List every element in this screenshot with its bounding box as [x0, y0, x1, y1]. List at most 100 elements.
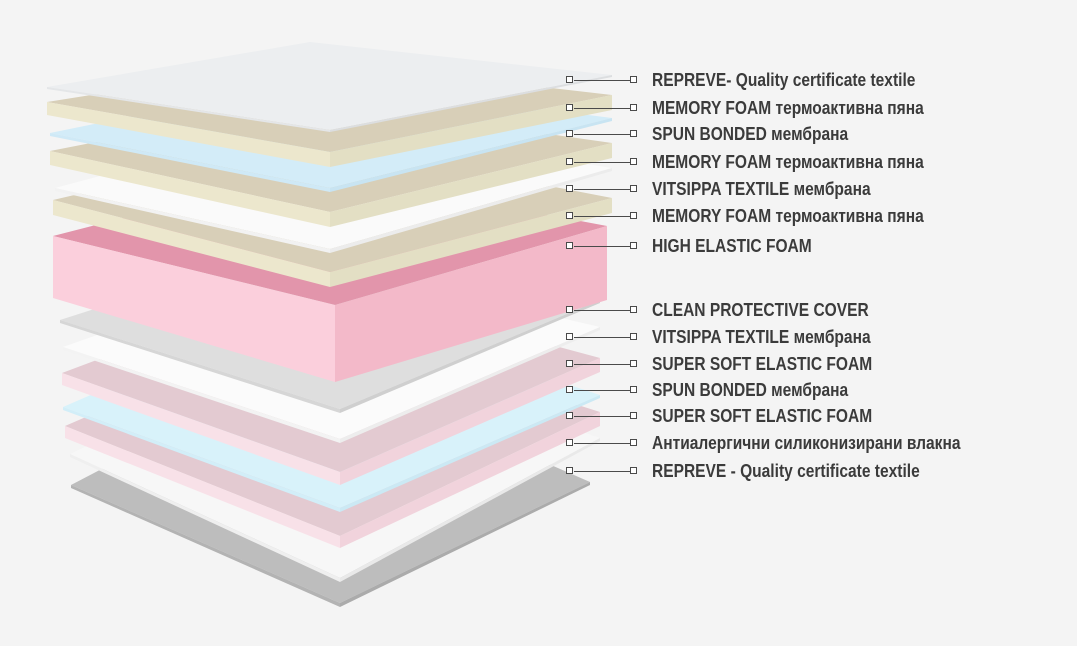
layer-right-face — [340, 482, 590, 607]
layer-label: REPREVE - Quality certificate textile — [652, 460, 920, 481]
layer-left-face — [62, 373, 340, 485]
leader-start-marker — [566, 467, 573, 474]
layer-right-face — [340, 438, 600, 582]
leader-start-marker — [566, 104, 573, 111]
leader-start-marker — [566, 386, 573, 393]
layer-label: HIGH ELASTIC FOAM — [652, 235, 812, 256]
layer-label: REPREVE- Quality certificate textile — [652, 69, 916, 90]
leader-end-marker — [630, 412, 637, 419]
layer-top-face — [47, 42, 612, 130]
leader-end-marker — [630, 104, 637, 111]
layer-left-face — [47, 102, 330, 167]
layer-label: SPUN BONDED мембрана — [652, 379, 849, 400]
leader-end-marker — [630, 467, 637, 474]
leader-line-stroke — [574, 133, 632, 135]
layer-label: CLEAN PROTECTIVE COVER — [652, 299, 869, 320]
leader-end-marker — [630, 185, 637, 192]
leader-line — [566, 467, 638, 475]
leader-line — [566, 386, 638, 394]
leader-end-marker — [630, 76, 637, 83]
layer-left-face — [50, 151, 330, 227]
layer-right-face — [335, 226, 607, 382]
layer-left-face — [53, 236, 335, 382]
layer-label: SPUN BONDED мембрана — [652, 123, 849, 144]
layer-left-face — [53, 200, 330, 287]
leader-line — [566, 104, 638, 112]
leader-line-stroke — [574, 363, 632, 365]
leader-start-marker — [566, 412, 573, 419]
leader-start-marker — [566, 439, 573, 446]
layer-left-face — [70, 454, 340, 582]
leader-line — [566, 360, 638, 368]
leader-line — [566, 439, 638, 447]
leader-start-marker — [566, 158, 573, 165]
leader-end-marker — [630, 130, 637, 137]
leader-line — [566, 130, 638, 138]
leader-end-marker — [630, 158, 637, 165]
layer-left-face — [65, 426, 340, 548]
leader-start-marker — [566, 130, 573, 137]
leader-start-marker — [566, 185, 573, 192]
layer-label: MEMORY FOAM термоактивна пяна — [652, 151, 924, 172]
layer-right-face — [340, 395, 600, 512]
layer-right-face — [330, 75, 612, 132]
leader-line — [566, 412, 638, 420]
layer-right-face — [340, 327, 600, 443]
leader-end-marker — [630, 212, 637, 219]
leader-start-marker — [566, 333, 573, 340]
leader-start-marker — [566, 212, 573, 219]
leader-line-stroke — [574, 389, 632, 391]
leader-line — [566, 306, 638, 314]
leader-line-stroke — [574, 107, 632, 109]
leader-line-stroke — [574, 415, 632, 417]
layer-right-face — [330, 95, 612, 167]
layer-right-face — [330, 143, 612, 227]
leader-line-stroke — [574, 470, 632, 472]
leader-end-marker — [630, 306, 637, 313]
leader-start-marker — [566, 306, 573, 313]
layer-right-face — [340, 300, 600, 413]
layer-left-face — [71, 485, 340, 607]
leader-line-stroke — [574, 309, 632, 311]
leader-end-marker — [630, 333, 637, 340]
layer-left-face — [63, 407, 340, 512]
layer-left-face — [55, 188, 330, 253]
layer-label: VITSIPPA TEXTILE мембрана — [652, 178, 871, 199]
leader-end-marker — [630, 386, 637, 393]
layer-right-face — [330, 118, 612, 192]
leader-line-stroke — [574, 161, 632, 163]
leader-line-stroke — [574, 79, 632, 81]
leader-line — [566, 242, 638, 250]
leader-line — [566, 158, 638, 166]
leader-line — [566, 76, 638, 84]
leader-start-marker — [566, 360, 573, 367]
layer-label: MEMORY FOAM термоактивна пяна — [652, 97, 924, 118]
leader-line — [566, 212, 638, 220]
layer-right-face — [330, 198, 612, 287]
layer-right-face — [330, 168, 612, 253]
leader-line-stroke — [574, 188, 632, 190]
leader-line-stroke — [574, 215, 632, 217]
layer-label: Антиалергични силиконизирани влакна — [652, 432, 961, 453]
layer-label: SUPER SOFT ELASTIC FOAM — [652, 353, 873, 374]
leader-end-marker — [630, 242, 637, 249]
layer-label: SUPER SOFT ELASTIC FOAM — [652, 405, 873, 426]
leader-line — [566, 333, 638, 341]
leader-start-marker — [566, 242, 573, 249]
layer-label: MEMORY FOAM термоактивна пяна — [652, 205, 924, 226]
layer-label: VITSIPPA TEXTILE мембрана — [652, 326, 871, 347]
leader-end-marker — [630, 360, 637, 367]
layer-right-face — [340, 412, 600, 548]
layer-left-face — [50, 133, 330, 192]
layer-left-face — [63, 347, 340, 443]
layer-left-face — [47, 87, 330, 132]
layer-1 — [47, 42, 612, 132]
leader-line — [566, 185, 638, 193]
leader-line-stroke — [574, 336, 632, 338]
layer-right-face — [340, 358, 600, 485]
leader-start-marker — [566, 76, 573, 83]
leader-line-stroke — [574, 442, 632, 444]
layer-left-face — [60, 320, 340, 413]
leader-end-marker — [630, 439, 637, 446]
